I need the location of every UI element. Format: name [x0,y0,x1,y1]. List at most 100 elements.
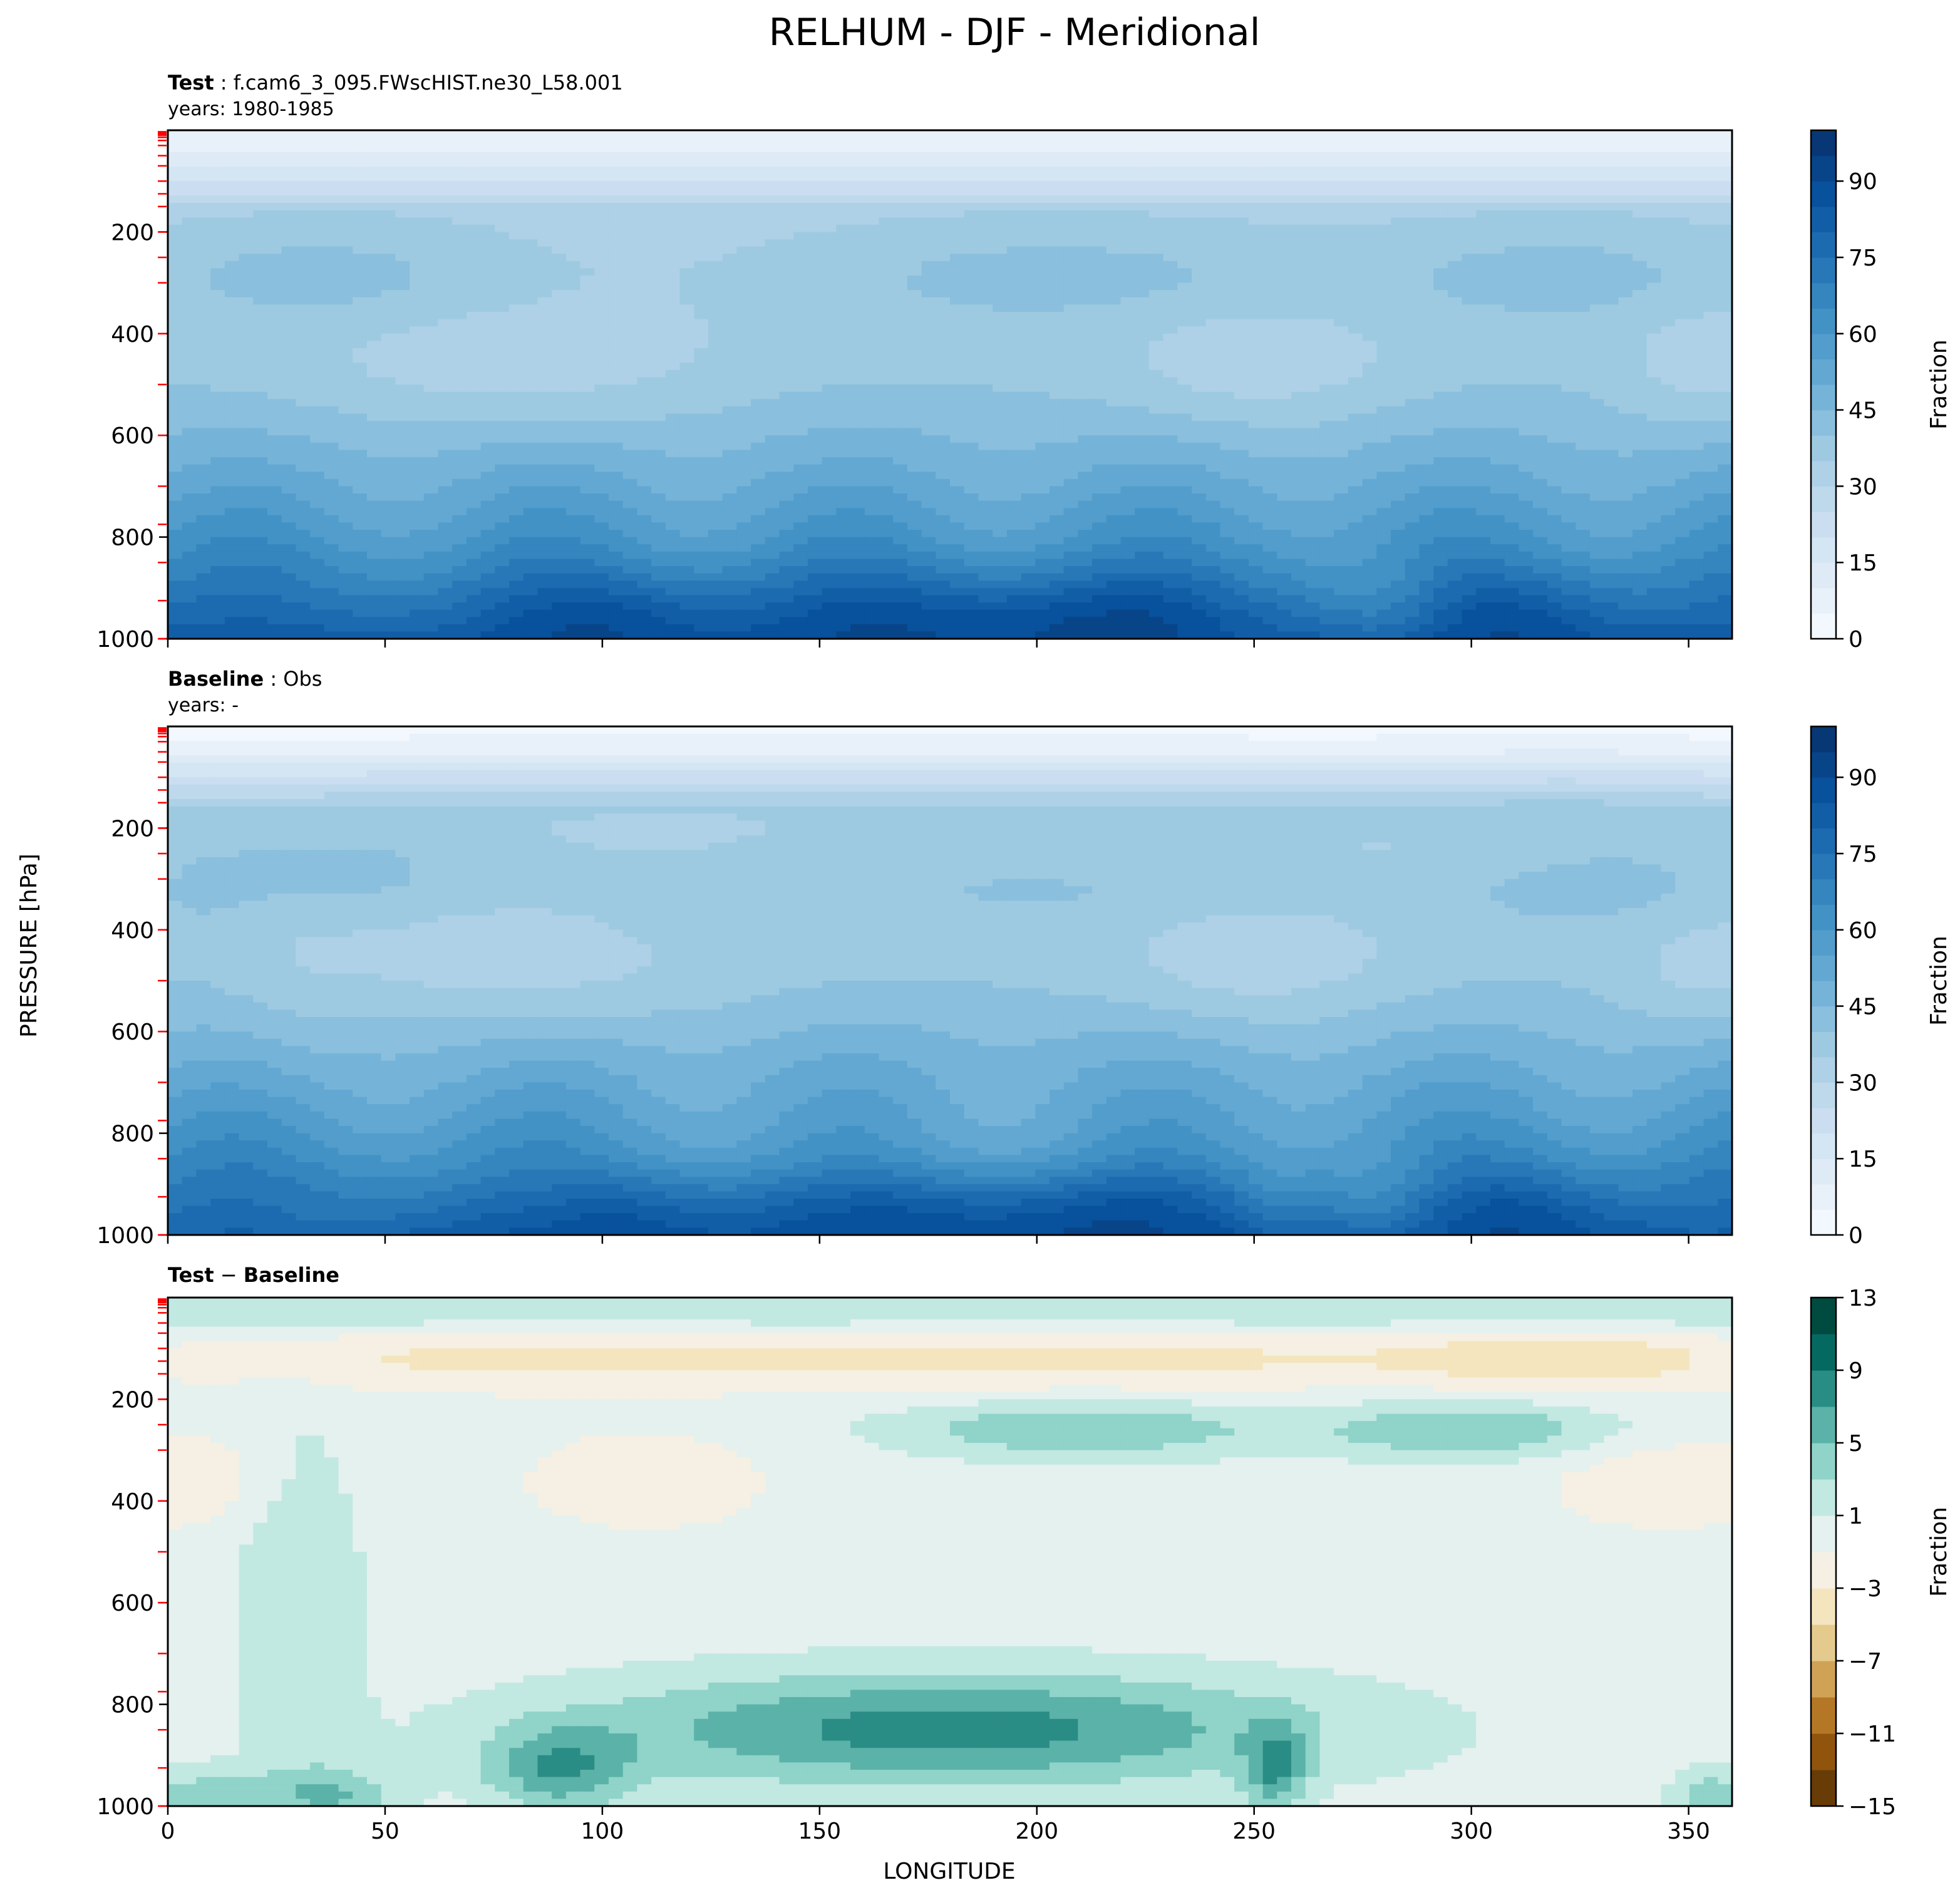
field-cell [1618,210,1633,218]
field-cell [1063,261,1079,269]
field-cell [310,442,325,451]
field-cell [765,428,780,436]
field-cell [1689,195,1705,204]
field-cell [580,326,596,334]
field-cell [1419,130,1434,138]
field-cell [1035,173,1050,182]
field-cell [182,224,197,233]
field-cell [1106,282,1122,291]
field-cell [1092,428,1107,436]
field-cell [324,326,339,334]
field-cell [1078,232,1093,240]
field-cell [1561,152,1576,160]
field-cell [1049,195,1065,204]
field-cell [267,435,282,443]
field-cell [523,333,539,342]
field-cell [864,435,880,443]
field-cell [565,355,581,363]
field-cell [281,304,297,312]
field-cell [466,145,482,153]
field-cell [438,232,453,240]
field-cell [964,188,979,197]
field-cell [694,217,709,225]
field-cell [1177,333,1192,342]
field-cell [1675,137,1690,145]
field-cell [452,282,467,291]
field-cell [694,326,709,334]
field-cell [1533,167,1548,175]
field-cell [807,254,823,262]
field-cell [338,276,354,284]
field-cell [679,333,695,342]
field-cell [1589,333,1605,342]
field-cell [239,297,254,306]
field-cell [523,282,539,291]
field-cell [708,428,723,436]
field-cell [608,224,624,233]
field-cell [1462,304,1477,312]
field-cell [1476,428,1491,436]
field-cell [423,391,439,400]
field-cell [1205,399,1221,407]
field-cell [580,319,596,327]
field-cell [495,246,510,254]
field-cell [537,224,552,233]
field-cell [210,246,225,254]
field-cell [196,348,211,356]
field-cell [281,282,297,291]
field-cell [1220,377,1235,385]
field-cell [324,428,339,436]
field-cell [1661,442,1676,451]
field-cell [1419,297,1434,306]
field-cell [1661,195,1676,204]
field-cell [1021,159,1036,167]
field-cell [381,188,396,197]
field-cell [1490,159,1505,167]
field-cell [168,435,183,443]
field-cell [622,159,638,167]
field-cell [452,435,467,443]
field-cell [1632,304,1648,312]
field-cell [993,326,1008,334]
field-cell [1632,282,1648,291]
field-cell [423,195,439,204]
field-cell [495,435,510,443]
field-cell [224,276,240,284]
field-cell [1419,348,1434,356]
field-cell [196,254,211,262]
field-cell [224,282,240,291]
field-cell [210,355,225,363]
field-cell [381,246,396,254]
field-cell [466,268,482,276]
field-cell [480,312,496,320]
field-cell [1220,217,1235,225]
field-cell [1120,363,1136,371]
field-cell [1362,203,1378,211]
field-cell [267,137,282,145]
field-cell [1447,167,1463,175]
field-cell [1078,312,1093,320]
field-cell [338,130,354,138]
field-cell [1192,167,1207,175]
field-cell [580,435,596,443]
field-cell [366,428,382,436]
field-cell [1319,268,1334,276]
field-cell [1135,181,1150,189]
field-cell [1390,399,1406,407]
field-cell [1675,181,1690,189]
field-cell [509,406,524,415]
field-cell [936,341,951,349]
field-cell [1092,369,1107,378]
field-cell [1049,173,1065,182]
field-cell [864,450,880,458]
field-cell [836,304,851,312]
field-cell [1135,399,1150,407]
field-cell [253,304,268,312]
field-cell [1718,333,1733,342]
field-cell [1376,385,1391,393]
field-cell [537,203,552,211]
field-cell [1021,181,1036,189]
field-cell [978,152,993,160]
field-cell [1689,254,1705,262]
field-cell [281,217,297,225]
